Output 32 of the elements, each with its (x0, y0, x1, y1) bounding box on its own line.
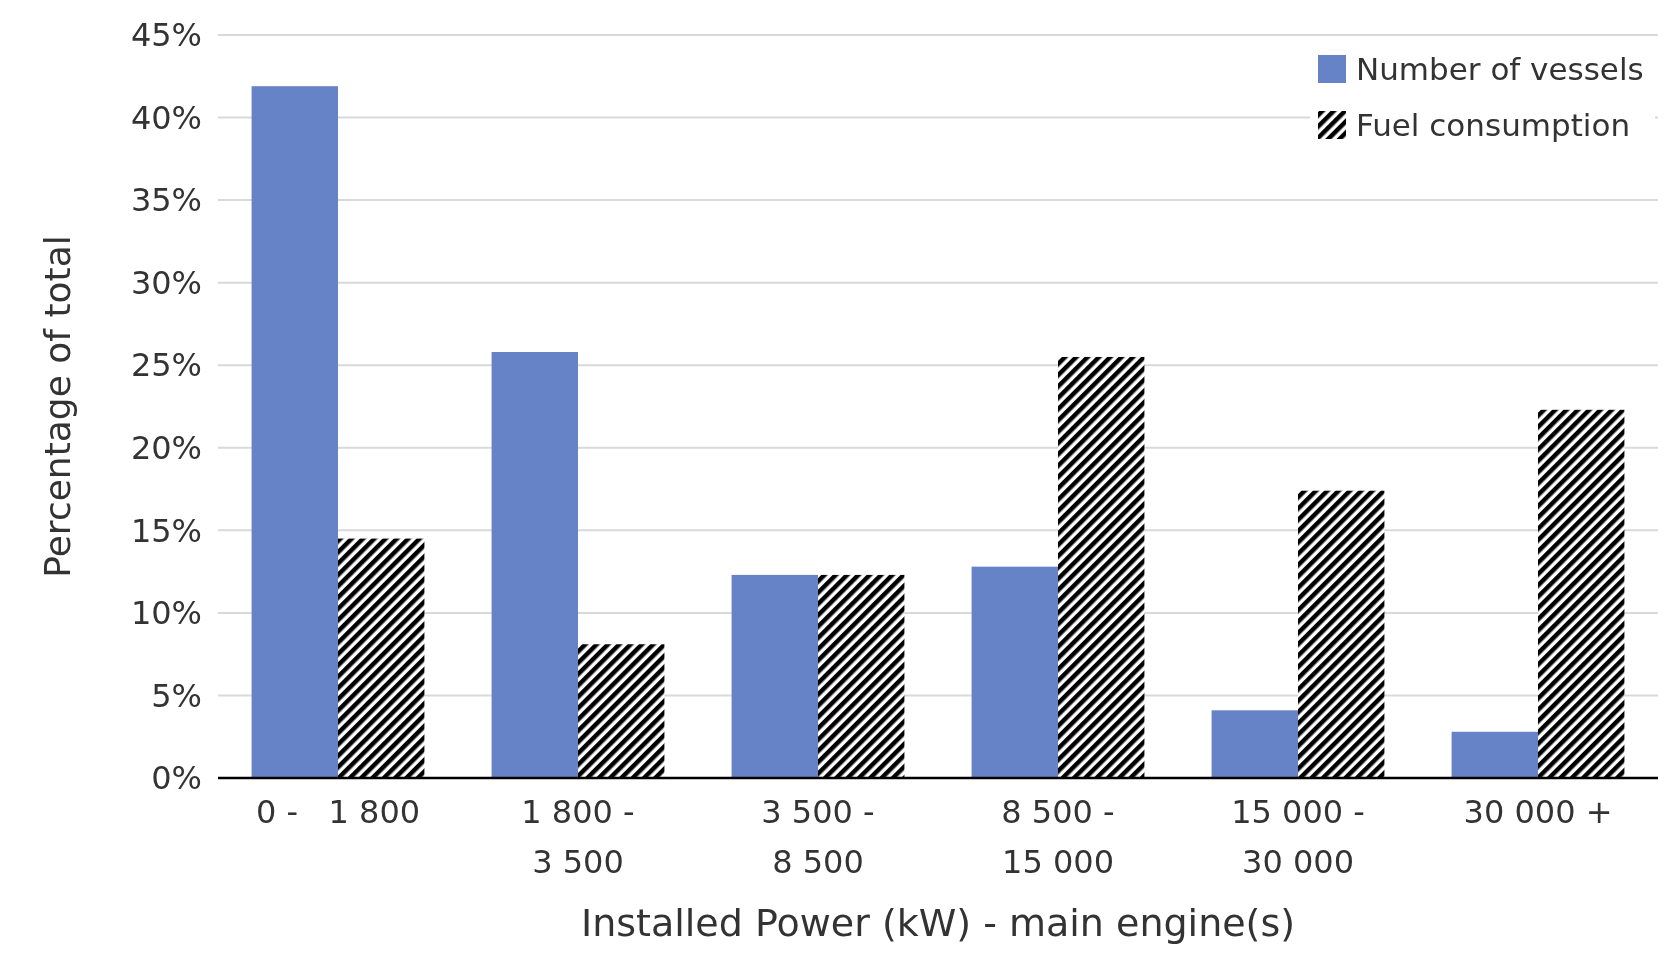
bar (731, 574, 818, 778)
y-tick-label: 0% (151, 759, 202, 798)
bar (338, 538, 425, 778)
x-tick-label: 30 000 + (1463, 793, 1613, 831)
y-tick-label: 45% (130, 16, 202, 55)
bar (818, 574, 905, 778)
x-tick-label: 0 - 1 800 (255, 793, 421, 831)
y-tick-label: 30% (130, 263, 202, 302)
bar (578, 644, 665, 778)
bar (1538, 409, 1625, 778)
bar (491, 352, 578, 778)
legend-label: Fuel consumption (1356, 106, 1631, 143)
y-tick-label: 5% (151, 676, 202, 715)
y-axis-title: Percentage of total (37, 235, 78, 578)
x-tick-label: 1 800 - 3 500 (521, 793, 635, 881)
y-tick-label: 40% (130, 98, 202, 137)
y-tick-label: 20% (130, 428, 202, 467)
bar (971, 566, 1058, 778)
bar (1298, 490, 1385, 778)
x-tick-label: 15 000 - 30 000 (1231, 793, 1365, 881)
y-tick-label: 35% (130, 181, 202, 220)
y-tick-label: 25% (130, 346, 202, 385)
bar (1058, 356, 1145, 778)
legend-label: Number of vessels (1356, 50, 1644, 87)
bar (251, 86, 338, 778)
y-tick-label: 10% (130, 594, 202, 633)
x-tick-label: 3 500 - 8 500 (761, 793, 875, 881)
bar (1451, 731, 1538, 778)
x-tick-label: 8 500 - 15 000 (1001, 793, 1115, 881)
bar (1211, 710, 1298, 778)
y-tick-label: 15% (130, 511, 202, 550)
x-axis-title: Installed Power (kW) - main engine(s) (580, 901, 1296, 945)
